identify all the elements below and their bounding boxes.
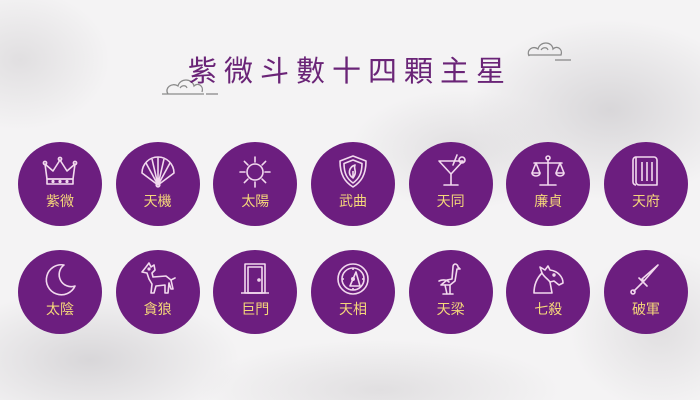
compass-icon bbox=[333, 259, 373, 299]
star-label: 天梁 bbox=[436, 302, 465, 318]
star-label: 貪狼 bbox=[143, 302, 172, 318]
star-taiyang[interactable]: 太陽 bbox=[213, 142, 298, 226]
scales-icon bbox=[528, 151, 568, 191]
star-label: 廉貞 bbox=[534, 194, 563, 210]
star-label: 破軍 bbox=[631, 302, 660, 318]
star-label: 天機 bbox=[143, 194, 172, 210]
star-tianliang[interactable]: 天梁 bbox=[408, 250, 493, 334]
star-label: 天同 bbox=[436, 194, 465, 210]
star-label: 天相 bbox=[338, 302, 367, 318]
door-icon bbox=[235, 259, 275, 299]
shield-icon bbox=[333, 151, 373, 191]
horse-icon bbox=[528, 259, 568, 299]
star-taiyin[interactable]: 太陰 bbox=[18, 250, 102, 334]
star-label: 天府 bbox=[631, 194, 660, 210]
title-bar: 紫微斗數十四顆主星 bbox=[0, 38, 700, 98]
cocktail-icon bbox=[431, 151, 471, 191]
main-stars-grid: 紫微 天機 太陽 武曲 bbox=[18, 142, 688, 342]
star-tianfu[interactable]: 天府 bbox=[603, 142, 688, 226]
star-label: 太陰 bbox=[46, 302, 74, 318]
sun-icon bbox=[235, 151, 275, 191]
star-tianji[interactable]: 天機 bbox=[115, 142, 200, 226]
star-label: 紫微 bbox=[46, 194, 74, 210]
crane-icon bbox=[431, 259, 471, 299]
star-label: 太陽 bbox=[241, 194, 270, 210]
star-tianxiang[interactable]: 天相 bbox=[310, 250, 395, 334]
star-label: 巨門 bbox=[241, 302, 270, 318]
wolf-icon bbox=[138, 259, 178, 299]
dagger-icon bbox=[626, 259, 666, 299]
star-label: 七殺 bbox=[534, 302, 563, 318]
star-lianzhen[interactable]: 廉貞 bbox=[506, 142, 591, 226]
cloud-ornament-icon bbox=[162, 79, 218, 95]
cloud-ornament-icon bbox=[527, 42, 571, 61]
fan-icon bbox=[138, 151, 178, 191]
page-title: 紫微斗數十四顆主星 bbox=[187, 54, 512, 88]
star-wuqu[interactable]: 武曲 bbox=[310, 142, 395, 226]
star-ziwei[interactable]: 紫微 bbox=[18, 142, 102, 226]
star-pojun[interactable]: 破軍 bbox=[603, 250, 688, 334]
star-tanlang[interactable]: 貪狼 bbox=[115, 250, 200, 334]
star-jumen[interactable]: 巨門 bbox=[213, 250, 298, 334]
star-label: 武曲 bbox=[338, 194, 367, 210]
star-tiantong[interactable]: 天同 bbox=[408, 142, 493, 226]
crown-icon bbox=[40, 151, 80, 191]
star-qisha[interactable]: 七殺 bbox=[506, 250, 591, 334]
moon-icon bbox=[40, 259, 80, 299]
scroll-icon bbox=[626, 151, 666, 191]
